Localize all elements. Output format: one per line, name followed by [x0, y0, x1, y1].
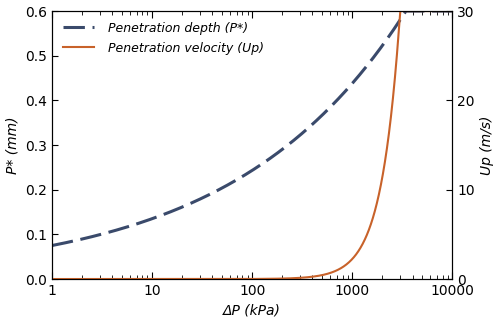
 Penetration depth (P*) — [70, 239, 75, 243]
 Penetration depth (P*) — [403, 9, 409, 13]
 Penetration velocity (Up) — [364, 232, 370, 236]
 Penetration velocity (Up) — [244, 277, 250, 281]
 Penetration velocity (Up) — [438, 9, 444, 13]
 Penetration depth (P*) — [438, 9, 444, 13]
 Penetration velocity (Up) — [49, 277, 55, 281]
 Penetration depth (P*) — [233, 178, 239, 182]
Line:  Penetration depth (P*): Penetration depth (P*) — [52, 11, 452, 245]
 Penetration depth (P*) — [364, 63, 370, 67]
Legend:  Penetration depth (P*),  Penetration velocity (Up): Penetration depth (P*), Penetration velo… — [58, 17, 270, 59]
 Penetration depth (P*) — [49, 244, 55, 247]
Line:  Penetration velocity (Up): Penetration velocity (Up) — [52, 11, 452, 279]
Y-axis label: P* (mm): P* (mm) — [6, 116, 20, 174]
 Penetration velocity (Up) — [70, 277, 75, 281]
 Penetration depth (P*) — [450, 9, 456, 13]
 Penetration depth (P*) — [244, 172, 250, 176]
Y-axis label: Up (m/s): Up (m/s) — [480, 115, 494, 175]
 Penetration velocity (Up) — [438, 9, 444, 13]
 Penetration velocity (Up) — [450, 9, 456, 13]
 Penetration depth (P*) — [438, 9, 444, 13]
X-axis label: ΔP (kPa): ΔP (kPa) — [224, 303, 281, 318]
 Penetration velocity (Up) — [398, 9, 404, 13]
 Penetration velocity (Up) — [233, 277, 239, 281]
